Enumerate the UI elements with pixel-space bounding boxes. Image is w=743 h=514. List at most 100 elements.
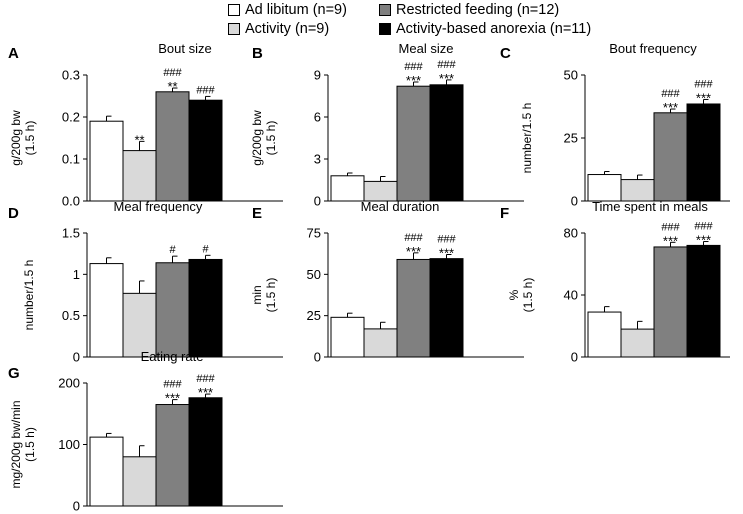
bar-c-1 xyxy=(587,174,622,202)
bar-f-2 xyxy=(620,328,655,358)
significance-label-c: *** xyxy=(663,100,678,115)
bar-e-4 xyxy=(429,258,464,358)
significance-label-f: *** xyxy=(663,233,678,248)
legend-swatch xyxy=(379,23,391,35)
bar-e-3 xyxy=(396,258,431,358)
bar-c-2 xyxy=(620,179,655,202)
significance-label-e: *** xyxy=(439,245,454,260)
legend-swatch xyxy=(228,4,240,16)
significance-label-a: ### xyxy=(163,67,182,79)
significance-label-c: ### xyxy=(661,88,680,100)
significance-label-d: # xyxy=(202,243,209,255)
panel-title-c: Bout frequency xyxy=(609,41,697,56)
y-tick-label-f: 40 xyxy=(564,288,578,303)
significance-label-d: # xyxy=(169,244,176,256)
significance-label-b: *** xyxy=(406,73,421,88)
bar-b-3 xyxy=(396,85,431,202)
significance-label-g: *** xyxy=(165,391,180,406)
significance-label-f: *** xyxy=(696,233,711,248)
significance-label-b: ### xyxy=(404,61,423,73)
significance-label-g: *** xyxy=(198,385,213,400)
y-tick-label-g: 0 xyxy=(73,499,80,514)
legend-label: Activity-based anorexia (n=11) xyxy=(396,21,592,37)
significance-label-a: ** xyxy=(167,79,177,94)
y-tick-label-e: 25 xyxy=(307,308,321,323)
panel-title-e: Meal duration xyxy=(361,199,440,214)
significance-label-c: *** xyxy=(696,90,711,105)
significance-label-f: ### xyxy=(694,221,713,233)
bar-g-2 xyxy=(122,456,157,507)
bar-b-4 xyxy=(429,84,464,202)
significance-label-b: *** xyxy=(439,71,454,86)
panel-letter-g: G xyxy=(8,365,20,382)
legend-label: Activity (n=9) xyxy=(245,21,330,37)
y-tick-label-b: 6 xyxy=(314,110,321,125)
y-axis-label-c: number/1.5 h xyxy=(520,103,534,174)
bar-g-3 xyxy=(155,404,190,507)
legend: Ad libitum (n=9) Restricted feeding (n=1… xyxy=(0,0,743,40)
bar-d-3 xyxy=(155,262,190,358)
significance-label-a: ** xyxy=(134,132,144,147)
panel-letter-e: E xyxy=(252,205,262,222)
significance-label-g: ### xyxy=(196,373,215,385)
y-axis-label-f: % xyxy=(507,289,521,300)
y-axis-label-g: (1.5 h) xyxy=(23,427,37,462)
bar-e-2 xyxy=(363,328,398,358)
legend-swatch xyxy=(228,23,240,35)
legend-swatch xyxy=(379,4,391,16)
y-tick-label-a: 0.3 xyxy=(62,68,80,83)
bar-e-1 xyxy=(330,316,365,358)
bar-f-3 xyxy=(653,246,688,358)
y-axis-label-b: (1.5 h) xyxy=(264,121,278,156)
panel-title-d: Meal frequency xyxy=(114,199,203,214)
y-tick-label-g: 100 xyxy=(58,437,80,452)
bar-b-1 xyxy=(330,175,365,202)
y-axis-label-a: g/200g bw xyxy=(9,110,23,166)
y-tick-label-d: 0.5 xyxy=(62,308,80,323)
y-tick-label-e: 0 xyxy=(314,350,321,365)
bar-c-3 xyxy=(653,112,688,202)
y-tick-label-d: 1.5 xyxy=(62,226,80,241)
bar-d-4 xyxy=(188,258,223,358)
panel-letter-a: A xyxy=(8,45,19,62)
panel-title-f: Time spent in meals xyxy=(592,199,708,214)
bar-c-4 xyxy=(686,103,721,202)
bar-f-1 xyxy=(587,311,622,358)
significance-label-e: ### xyxy=(404,232,423,244)
bar-g-1 xyxy=(89,436,124,507)
significance-label-f: ### xyxy=(661,221,680,233)
y-axis-label-a: (1.5 h) xyxy=(23,121,37,156)
y-axis-label-b: g/200g bw xyxy=(250,110,264,166)
y-tick-label-a: 0.1 xyxy=(62,152,80,167)
y-axis-label-g: mg/200g bw/min xyxy=(9,400,23,488)
legend-label: Ad libitum (n=9) xyxy=(245,2,347,18)
y-tick-label-g: 200 xyxy=(58,376,80,391)
significance-label-a: ### xyxy=(196,84,215,96)
y-axis-label-d: number/1.5 h xyxy=(22,260,36,331)
y-tick-label-b: 0 xyxy=(314,194,321,209)
panel-letter-d: D xyxy=(8,205,19,222)
panel-letter-c: C xyxy=(500,45,511,62)
panel-letter-f: F xyxy=(500,205,509,222)
legend-item-restricted-feeding: Restricted feeding (n=12) xyxy=(379,2,559,18)
y-tick-label-b: 3 xyxy=(314,152,321,167)
panel-title-g: Eating rate xyxy=(141,349,204,364)
bar-g-4 xyxy=(188,397,223,507)
bar-a-1 xyxy=(89,120,124,202)
y-tick-label-d: 0 xyxy=(73,350,80,365)
panel-title-b: Meal size xyxy=(399,41,454,56)
y-tick-label-a: 0.0 xyxy=(62,194,80,209)
y-tick-label-f: 80 xyxy=(564,226,578,241)
bar-a-2 xyxy=(122,150,157,202)
bar-a-4 xyxy=(188,99,223,202)
legend-label: Restricted feeding (n=12) xyxy=(396,2,560,18)
y-tick-label-f: 0 xyxy=(571,350,578,365)
significance-label-b: ### xyxy=(437,59,456,71)
y-tick-label-b: 9 xyxy=(314,68,321,83)
y-tick-label-c: 25 xyxy=(564,131,578,146)
legend-item-activity: Activity (n=9) xyxy=(228,21,329,37)
y-tick-label-e: 50 xyxy=(307,267,321,282)
legend-item-ad-libitum: Ad libitum (n=9) xyxy=(228,2,347,18)
y-tick-label-a: 0.2 xyxy=(62,110,80,125)
bar-d-2 xyxy=(122,292,157,358)
